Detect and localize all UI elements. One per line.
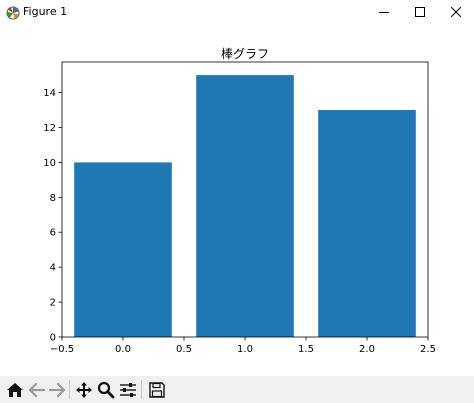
x-tick-label: 1.5 (298, 344, 314, 355)
configure-subplots-button[interactable] (117, 379, 138, 400)
minimize-icon (379, 12, 389, 13)
maximize-icon (415, 7, 425, 17)
back-button[interactable] (26, 379, 47, 400)
arrow-right-icon (48, 382, 65, 397)
chart-title: 棒グラフ (221, 47, 269, 61)
maximize-button[interactable] (402, 0, 438, 24)
y-tick-label: 4 (50, 263, 56, 274)
arrow-left-icon (28, 382, 45, 397)
matplotlib-icon (6, 5, 20, 20)
magnifier-icon (97, 381, 114, 398)
floppy-disk-icon (148, 381, 165, 398)
window-title: Figure 1 (23, 5, 68, 18)
zoom-button[interactable] (95, 379, 116, 400)
y-tick-label: 6 (50, 228, 56, 239)
minimize-button[interactable] (366, 0, 402, 24)
sliders-icon (119, 382, 136, 397)
home-icon (6, 382, 23, 397)
bar (74, 162, 172, 337)
y-tick-label: 2 (50, 298, 56, 309)
x-tick-label: 2.5 (420, 344, 436, 355)
toolbar-separator (69, 380, 70, 399)
pan-button[interactable] (73, 379, 94, 400)
toolbar-separator (141, 380, 142, 399)
bar (318, 110, 416, 338)
y-tick-label: 0 (50, 333, 56, 344)
y-tick-label: 12 (43, 123, 56, 134)
home-button[interactable] (4, 379, 25, 400)
close-icon (451, 7, 461, 17)
x-tick-label: 2.0 (359, 344, 375, 355)
x-tick-label: 1.0 (237, 344, 253, 355)
forward-button[interactable] (46, 379, 67, 400)
bar (196, 75, 294, 337)
move-icon (75, 381, 92, 398)
x-tick-label: 0.0 (115, 344, 131, 355)
close-button[interactable] (438, 0, 474, 24)
y-tick-label: 10 (43, 158, 56, 169)
x-tick-label: 0.5 (176, 344, 192, 355)
window-titlebar: Figure 1 (0, 0, 474, 24)
plot-area: −0.5 0.0 0.5 1.0 1.5 2.0 2.5 0 2 4 6 8 10 12 14 (43, 61, 436, 355)
save-button[interactable] (146, 379, 167, 400)
x-tick-label: −0.5 (50, 344, 74, 355)
figure-canvas[interactable]: 棒グラフ −0.5 0.0 0.5 1.0 1.5 2.0 2.5 0 2 4 6 8 10 12 14 (0, 24, 474, 376)
navigation-toolbar (0, 376, 474, 403)
y-tick-label: 8 (50, 193, 56, 204)
y-tick-label: 14 (43, 88, 56, 99)
